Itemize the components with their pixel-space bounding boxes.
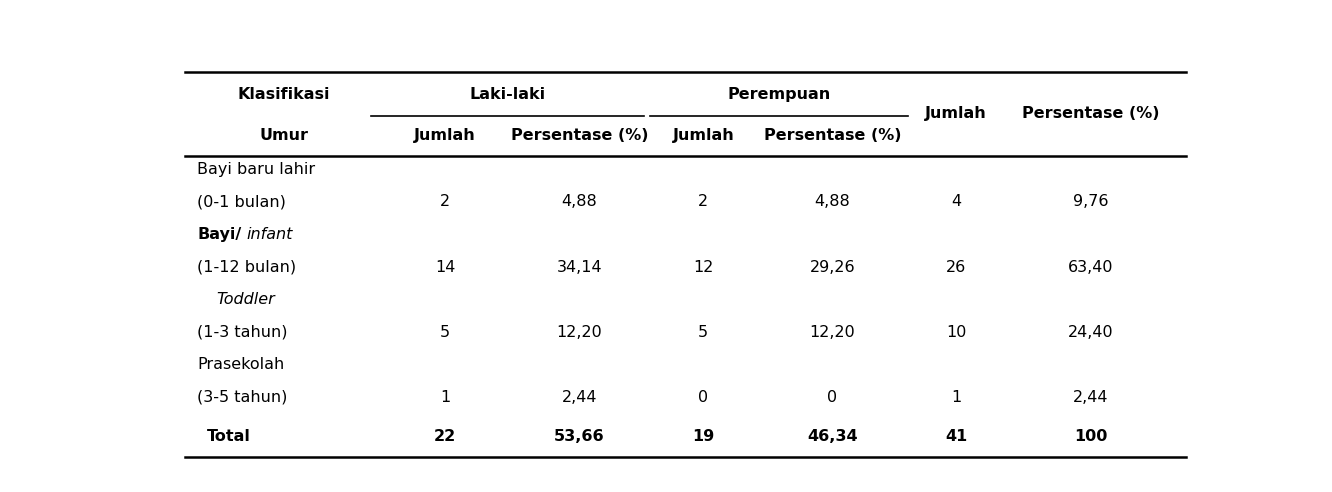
- Text: (1-3 tahun): (1-3 tahun): [197, 325, 288, 339]
- Text: 29,26: 29,26: [810, 259, 855, 275]
- Text: 9,76: 9,76: [1072, 194, 1108, 210]
- Text: Toddler: Toddler: [216, 292, 274, 307]
- Text: Jumlah: Jumlah: [926, 106, 987, 122]
- Text: (3-5 tahun): (3-5 tahun): [197, 390, 288, 405]
- Text: (0-1 bulan): (0-1 bulan): [197, 194, 286, 210]
- Text: infant: infant: [246, 227, 292, 242]
- Text: Perempuan: Perempuan: [727, 87, 830, 101]
- Text: 4,88: 4,88: [814, 194, 850, 210]
- Text: Jumlah: Jumlah: [673, 128, 734, 143]
- Text: Laki-laki: Laki-laki: [470, 87, 546, 101]
- Text: 2,44: 2,44: [1072, 390, 1108, 405]
- Text: Bayi baru lahir: Bayi baru lahir: [197, 162, 316, 177]
- Text: 1: 1: [440, 390, 450, 405]
- Text: 4: 4: [951, 194, 962, 210]
- Text: 12,20: 12,20: [810, 325, 855, 339]
- Text: Total: Total: [206, 429, 250, 444]
- Text: 41: 41: [946, 429, 967, 444]
- Text: Persentase (%): Persentase (%): [1022, 106, 1159, 122]
- Text: Persentase (%): Persentase (%): [510, 128, 649, 143]
- Text: Prasekolah: Prasekolah: [197, 357, 285, 372]
- Text: 2: 2: [440, 194, 450, 210]
- Text: 5: 5: [440, 325, 450, 339]
- Text: 100: 100: [1074, 429, 1107, 444]
- Text: Jumlah: Jumlah: [414, 128, 476, 143]
- Text: 14: 14: [436, 259, 456, 275]
- Text: 12,20: 12,20: [557, 325, 602, 339]
- Text: 2,44: 2,44: [562, 390, 597, 405]
- Text: 22: 22: [434, 429, 457, 444]
- Text: 53,66: 53,66: [554, 429, 605, 444]
- Text: 19: 19: [693, 429, 714, 444]
- Text: 4,88: 4,88: [562, 194, 597, 210]
- Text: 2: 2: [698, 194, 709, 210]
- Text: 10: 10: [946, 325, 967, 339]
- Text: 1: 1: [951, 390, 962, 405]
- Text: 0: 0: [827, 390, 838, 405]
- Text: 5: 5: [698, 325, 709, 339]
- Text: (1-12 bulan): (1-12 bulan): [197, 259, 297, 275]
- Text: 34,14: 34,14: [557, 259, 602, 275]
- Text: 24,40: 24,40: [1067, 325, 1114, 339]
- Text: Bayi/: Bayi/: [197, 227, 241, 242]
- Text: Persentase (%): Persentase (%): [763, 128, 900, 143]
- Text: 26: 26: [946, 259, 966, 275]
- Text: Klasifikasi: Klasifikasi: [238, 87, 330, 101]
- Text: 12: 12: [693, 259, 714, 275]
- Text: 63,40: 63,40: [1068, 259, 1114, 275]
- Text: 46,34: 46,34: [807, 429, 858, 444]
- Text: Umur: Umur: [260, 128, 309, 143]
- Text: 0: 0: [698, 390, 709, 405]
